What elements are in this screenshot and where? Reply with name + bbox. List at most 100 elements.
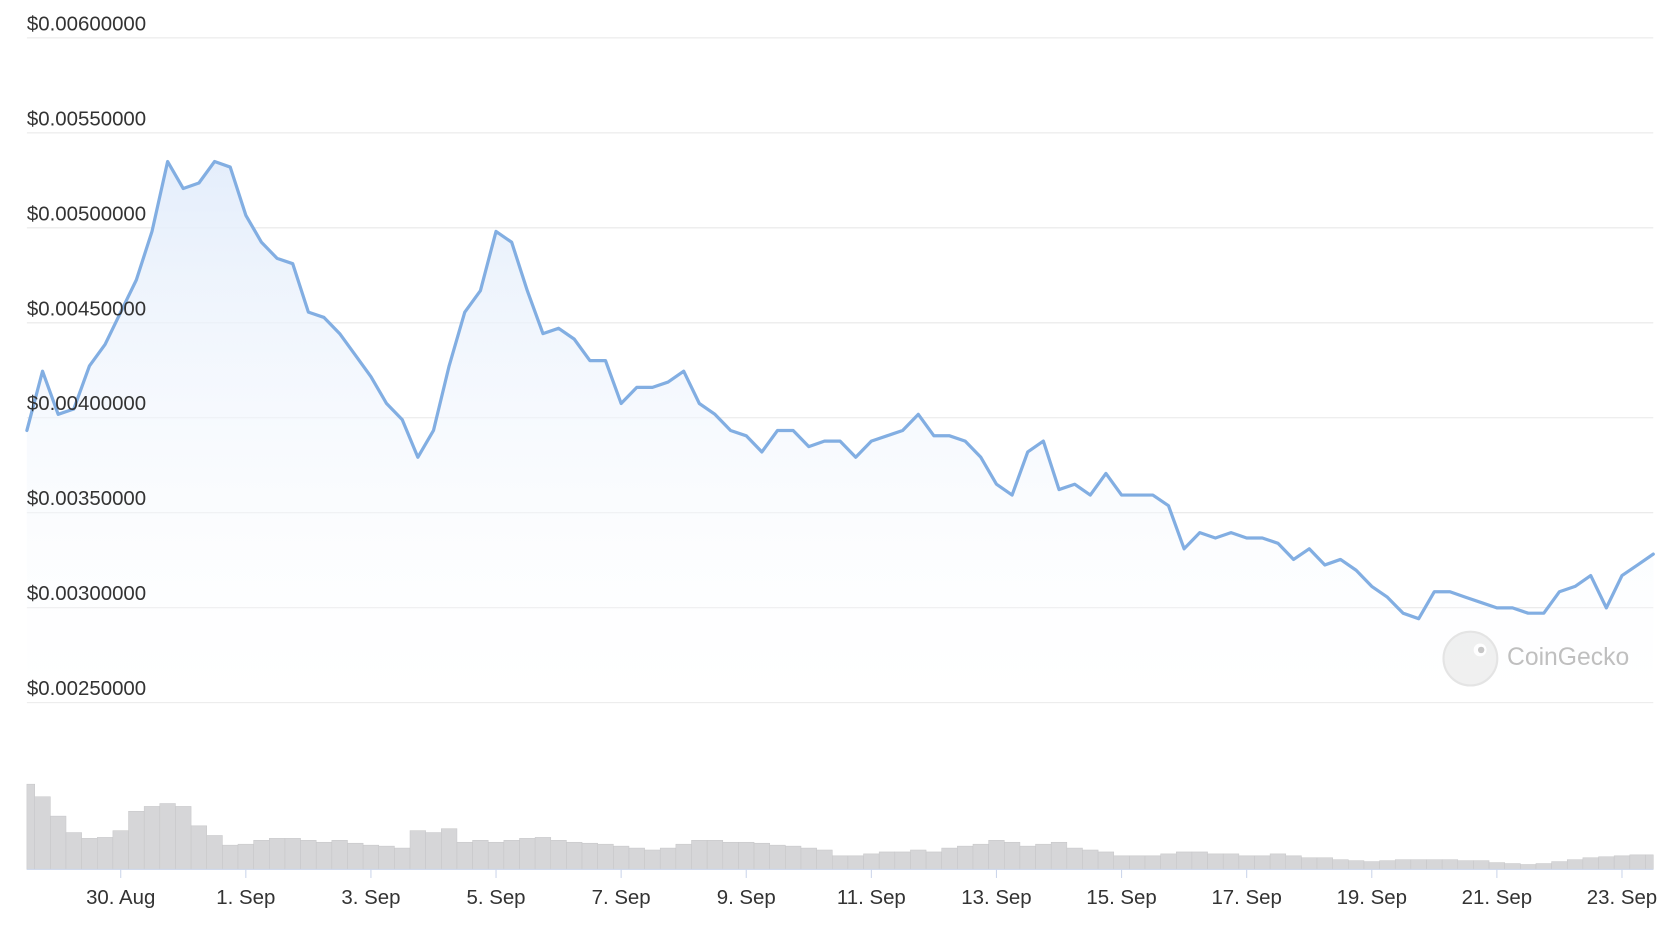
volume-bar: [1504, 863, 1521, 870]
x-tick-label: 15. Sep: [1086, 887, 1156, 909]
volume-bar: [1426, 859, 1443, 870]
volume-bar: [581, 842, 598, 870]
volume-bar: [487, 841, 505, 870]
volume-bar: [1301, 857, 1318, 870]
x-tick-label: 11. Sep: [837, 887, 906, 909]
volume-bar: [347, 842, 364, 870]
y-tick-label: $0.00400000: [27, 393, 146, 415]
volume-bar: [800, 847, 817, 870]
volume-bar: [253, 840, 270, 870]
volume-bar: [112, 830, 129, 870]
volume-bar: [159, 803, 176, 870]
volume-bar: [472, 840, 489, 870]
volume-bar: [1144, 855, 1161, 870]
volume-bar: [50, 815, 67, 870]
volume-bar: [1035, 843, 1052, 870]
volume-bar: [972, 843, 989, 870]
x-tick-label: 13. Sep: [961, 887, 1031, 909]
volume-bar: [1348, 860, 1365, 870]
volume-bar: [1520, 864, 1537, 870]
volume-bar: [331, 840, 348, 870]
volume-bar: [1551, 861, 1568, 870]
volume-bar: [1238, 855, 1255, 870]
volume-bar: [237, 843, 254, 870]
volume-bar: [378, 845, 395, 870]
x-tick-label: 23. Sep: [1587, 887, 1657, 909]
price-area: [26, 161, 1654, 703]
volume-bar: [1457, 860, 1474, 870]
labels: $0.00250000 $0.00300000 $0.00350000 $0.0040…: [27, 13, 1657, 908]
volume-bar: [1176, 851, 1193, 870]
x-tick-label: 7. Sep: [592, 887, 651, 909]
volume-bar: [409, 830, 426, 870]
volume-bar: [362, 844, 380, 870]
volume-bar: [175, 806, 192, 870]
volume-bar: [503, 840, 520, 870]
volume-bar: [925, 851, 942, 870]
volume-bar: [26, 783, 35, 870]
volume-bar: [957, 845, 974, 870]
volume-bar: [816, 849, 833, 870]
volume-bar: [659, 847, 677, 870]
volume-bar: [1535, 863, 1552, 870]
volume: [26, 783, 1654, 870]
volume-bar: [1254, 855, 1271, 870]
volume-bar: [1082, 849, 1099, 870]
volume-bar: [753, 842, 770, 870]
volume-bar: [1332, 859, 1349, 870]
y-tick-label: $0.00350000: [27, 488, 146, 510]
volume-bar: [878, 851, 896, 870]
volume-bar: [988, 840, 1005, 870]
volume-bar: [300, 840, 317, 870]
volume-bar: [1582, 857, 1599, 870]
volume-bar: [1019, 845, 1036, 870]
volume-bar: [1473, 860, 1490, 870]
volume-bar: [519, 838, 536, 870]
volume-bar: [269, 838, 286, 870]
volume-bar: [613, 845, 630, 870]
volume-bar: [566, 841, 583, 870]
volume-bar: [706, 840, 724, 870]
volume-bar: [34, 796, 51, 870]
volume-bar: [1285, 855, 1302, 870]
volume-bar: [1645, 854, 1654, 870]
watermark: CoinGecko: [1442, 630, 1629, 687]
volume-bar: [1097, 851, 1115, 870]
volume-bar: [81, 838, 98, 870]
x-tick-label: 30. Aug: [86, 887, 155, 909]
volume-bar: [1394, 859, 1412, 870]
volume-bar: [691, 840, 708, 870]
volume-bar: [96, 837, 114, 870]
volume-bar: [941, 847, 958, 870]
volume-bar: [1379, 860, 1396, 870]
volume-bar: [644, 849, 661, 870]
x-tick-label: 9. Sep: [717, 887, 776, 909]
volume-bar: [1066, 847, 1083, 870]
volume-bar: [315, 841, 333, 870]
watermark-pupil: [1477, 646, 1485, 654]
volume-bar: [847, 855, 864, 870]
volume-bar: [785, 845, 802, 870]
y-tick-label: $0.00600000: [27, 13, 146, 35]
volume-bar: [1316, 857, 1333, 870]
volume-bar: [1488, 862, 1505, 870]
volume-bar: [597, 843, 614, 870]
volume-bar: [1160, 853, 1177, 870]
volume-bar: [1441, 859, 1459, 870]
volume-bar: [143, 806, 161, 870]
volume-bar: [1410, 859, 1427, 870]
volume-bar: [863, 853, 880, 870]
volume-bar: [206, 835, 223, 870]
y-tick-label: $0.00500000: [27, 203, 146, 225]
x-tick-label: 3. Sep: [341, 887, 400, 909]
volume-bar: [456, 841, 473, 870]
volume-bar: [1207, 853, 1224, 870]
volume-bar: [1598, 856, 1615, 870]
y-tick-label: $0.00250000: [27, 678, 146, 700]
volume-bar: [831, 855, 849, 870]
volume-bar: [1613, 855, 1631, 870]
x-tick-label: 1. Sep: [216, 887, 275, 909]
volume-bar: [1629, 854, 1646, 870]
